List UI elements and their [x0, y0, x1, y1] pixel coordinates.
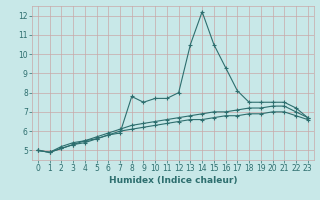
X-axis label: Humidex (Indice chaleur): Humidex (Indice chaleur)	[108, 176, 237, 185]
